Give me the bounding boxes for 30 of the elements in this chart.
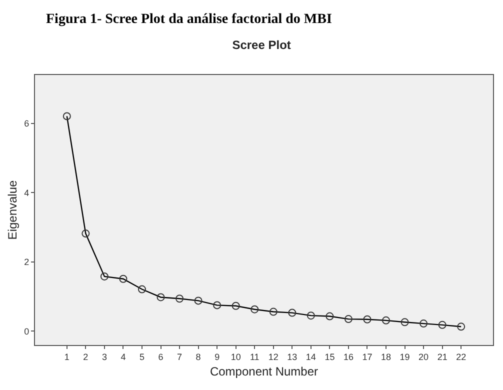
text: Figura 1- Scree Plot da análise factorial do MBI (46, 12, 332, 27)
x-tick-label: 12 (268, 352, 278, 362)
x-tick-label: 14 (306, 352, 316, 362)
x-tick-label: 2 (83, 352, 88, 362)
x-tick-label: 5 (139, 352, 144, 362)
x-tick-label: 4 (120, 352, 126, 362)
chart-title: Scree Plot (232, 38, 291, 52)
x-tick-label: 3 (102, 352, 107, 362)
x-tick-label: 16 (343, 352, 354, 362)
x-tick-label: 8 (196, 352, 201, 362)
x-tick-label: 17 (362, 352, 372, 362)
x-tick-label: 20 (418, 352, 429, 362)
y-tick-label: 4 (24, 188, 30, 198)
y-tick-label: 0 (24, 326, 30, 336)
x-tick-label: 1 (64, 352, 70, 362)
x-tick-label: 13 (287, 352, 298, 362)
x-tick-label: 15 (324, 352, 335, 362)
x-tick-label: 6 (158, 352, 164, 362)
y-axis-title: Eigenvalue (5, 180, 20, 240)
x-tick-label: 7 (177, 352, 182, 362)
x-tick-label: 10 (230, 352, 241, 362)
x-tick-label: 11 (250, 352, 260, 362)
x-tick-label: 18 (381, 352, 392, 362)
y-tick-label: 2 (24, 257, 30, 268)
x-tick-label: 9 (214, 352, 220, 362)
x-axis-title: Component Number (210, 364, 318, 379)
x-tick-label: 19 (400, 352, 410, 362)
x-tick-label: 22 (456, 352, 466, 362)
x-tick-label: 21 (437, 352, 448, 362)
y-tick-label: 6 (24, 118, 30, 129)
